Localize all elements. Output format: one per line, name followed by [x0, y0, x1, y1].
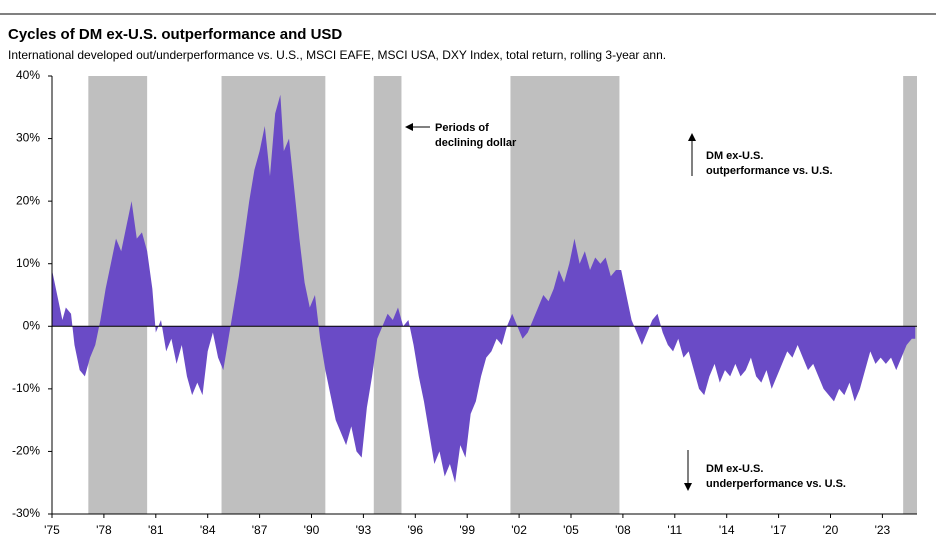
- chart-subtitle: International developed out/underperform…: [8, 48, 666, 62]
- x-tick-label: '99: [459, 523, 475, 537]
- x-tick-label: '90: [304, 523, 320, 537]
- x-tick-label: '87: [252, 523, 268, 537]
- y-tick-label: 30%: [16, 131, 40, 145]
- y-tick-label: 10%: [16, 256, 40, 270]
- chart-title: Cycles of DM ex-U.S. outperformance and …: [8, 26, 342, 43]
- x-tick-label: '02: [511, 523, 527, 537]
- annotation: underperformance vs. U.S.: [706, 478, 846, 490]
- shaded-period: [373, 76, 402, 514]
- y-tick-label: 20%: [16, 193, 40, 207]
- x-tick-label: '84: [200, 523, 216, 537]
- x-tick-label: '93: [356, 523, 372, 537]
- x-tick-label: '75: [44, 523, 60, 537]
- x-tick-label: '78: [96, 523, 112, 537]
- y-tick-label: 0%: [23, 318, 41, 332]
- y-tick-label: -10%: [12, 381, 40, 395]
- annotation: outperformance vs. U.S.: [706, 165, 833, 177]
- shaded-period: [903, 76, 917, 514]
- x-tick-label: '05: [563, 523, 579, 537]
- annotation: DM ex-U.S.: [706, 150, 763, 162]
- x-tick-label: '08: [615, 523, 631, 537]
- x-tick-label: '23: [875, 523, 891, 537]
- x-tick-label: '14: [719, 523, 735, 537]
- annotation: declining dollar: [435, 137, 517, 149]
- y-tick-label: -20%: [12, 444, 40, 458]
- annotation: DM ex-U.S.: [706, 463, 763, 475]
- x-tick-label: '81: [148, 523, 164, 537]
- y-tick-label: 40%: [16, 68, 40, 82]
- x-tick-label: '20: [823, 523, 839, 537]
- area: [52, 94, 916, 483]
- x-tick-label: '17: [771, 523, 787, 537]
- x-tick-label: '96: [407, 523, 423, 537]
- y-tick-label: -30%: [12, 506, 40, 520]
- x-tick-label: '11: [667, 523, 682, 537]
- annotation: Periods of: [435, 122, 489, 134]
